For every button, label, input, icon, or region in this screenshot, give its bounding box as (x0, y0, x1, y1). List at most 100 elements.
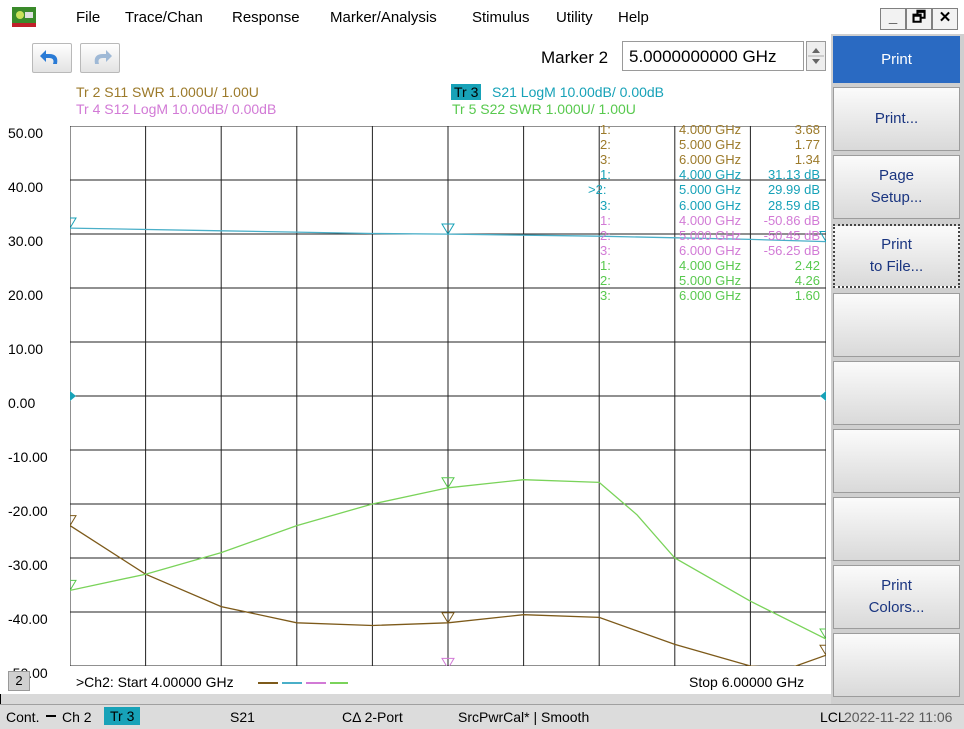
marker-label: Marker 2 (541, 48, 609, 67)
softkey-6[interactable] (833, 429, 960, 493)
redo-button[interactable] (80, 43, 120, 73)
menu-utility[interactable]: Utility (556, 9, 593, 26)
marker-index: 1: (600, 257, 611, 273)
restore-button[interactable]: 🗗 (906, 8, 932, 30)
trace-header-tr5[interactable]: Tr 5 S22 SWR 1.000U/ 1.00U (452, 101, 636, 117)
marker-triangle-icon (70, 217, 77, 230)
menu-marker-analysis[interactable]: Marker/Analysis (330, 9, 437, 26)
softkey-line1: Page (878, 167, 915, 184)
marker-frequency: 6.000 GHz (679, 197, 742, 213)
marker-frequency: 6.000 GHz (679, 242, 742, 258)
y-tick-label: 50.00 (8, 125, 44, 141)
marker-frequency: 4.000 GHz (679, 212, 742, 228)
marker-triangle-icon (441, 612, 455, 624)
softkey-2[interactable]: Page Setup... (833, 155, 960, 219)
marker-value: 1.60 (794, 288, 820, 304)
plot-panel: Tr 2 S11 SWR 1.000U/ 1.00U Tr 4 S12 LogM… (0, 82, 831, 694)
status-bar: Cont. Ch 2 Tr 3 S21 CΔ 2-Port SrcPwrCal*… (0, 704, 964, 729)
trace-header-tr2[interactable]: Tr 2 S11 SWR 1.000U/ 1.00U (76, 84, 259, 100)
softkey-label: Page Setup... (871, 165, 923, 209)
softkey-line1: Print (881, 577, 912, 594)
minimize-button[interactable]: _ (880, 8, 906, 30)
status-channel[interactable]: Ch 2 (62, 709, 92, 725)
softkey-label: Print to File... (870, 234, 923, 278)
trace-header-tr3-tag[interactable]: Tr 3 (451, 84, 482, 100)
softkey-line1: Print (881, 236, 912, 253)
marker-frequency: 4.000 GHz (679, 122, 742, 137)
trace-legend (258, 682, 348, 684)
marker-value: 1.34 (794, 152, 820, 168)
menu-stimulus[interactable]: Stimulus (472, 9, 530, 26)
softkey-9[interactable] (833, 633, 960, 697)
menu-help[interactable]: Help (618, 9, 649, 26)
marker-frequency: 5.000 GHz (679, 182, 742, 198)
trace-header-tr3[interactable]: S21 LogM 10.00dB/ 0.00dB (492, 84, 665, 100)
status-parameter[interactable]: S21 (230, 709, 255, 725)
y-tick-label: 40.00 (8, 179, 44, 195)
status-calibration[interactable]: CΔ 2-Port (342, 709, 403, 725)
undo-icon (40, 50, 58, 64)
trace-line-tr5 (70, 479, 826, 640)
softkey-title: Print (833, 36, 960, 83)
y-tick-label: -30.00 (8, 557, 48, 573)
stop-frequency[interactable]: Stop 6.00000 GHz (689, 674, 805, 690)
marker-spinner[interactable] (806, 41, 826, 71)
reference-left-icon (70, 391, 76, 401)
status-lcl: LCL (820, 709, 846, 725)
spinner-arrows-icon (808, 48, 824, 64)
menu-response[interactable]: Response (232, 9, 300, 26)
softkey-label: Print... (875, 108, 918, 130)
y-tick-label: 0.00 (8, 395, 36, 411)
menu-file[interactable]: File (76, 9, 101, 26)
softkey-5[interactable] (833, 361, 960, 425)
marker-index: 2: (600, 227, 611, 243)
marker-triangle-icon (70, 579, 77, 592)
status-source[interactable]: SrcPwrCal* | Smooth (458, 709, 590, 725)
softkey-line1: Print... (874, 110, 919, 127)
softkey-3[interactable]: Print to File... (833, 224, 960, 288)
marker-frequency: 6.000 GHz (679, 152, 742, 168)
marker-frequency: 6.000 GHz (679, 288, 742, 304)
marker-triangle-icon (441, 657, 455, 666)
y-tick-label: -40.00 (8, 611, 48, 627)
marker-value: 28.59 dB (767, 197, 820, 213)
menu-bar: File Trace/Chan Response Marker/Analysis… (0, 0, 964, 35)
start-frequency[interactable]: >Ch2: Start 4.00000 GHz (76, 674, 234, 690)
marker-index: 2: (600, 273, 611, 288)
redo-icon (94, 50, 112, 64)
trace-header-tr4[interactable]: Tr 4 S12 LogM 10.00dB/ 0.00dB (76, 101, 277, 117)
marker-triangle-icon (819, 628, 826, 640)
marker-triangle-icon (441, 477, 455, 489)
reference-right-icon (820, 391, 826, 401)
close-button[interactable]: ✕ (932, 8, 958, 30)
status-trace[interactable]: Tr 3 (104, 707, 141, 725)
trace-plot[interactable] (70, 126, 826, 666)
channel-number-badge[interactable]: 2 (8, 671, 30, 691)
status-trace-line (46, 715, 56, 717)
marker-value: -50.86 dB (763, 212, 820, 228)
softkey-1[interactable]: Print... (833, 87, 960, 151)
marker-value: 3.68 (794, 122, 820, 137)
marker-value: -50.45 dB (763, 227, 820, 243)
softkey-line2: Setup... (870, 189, 923, 206)
status-cont[interactable]: Cont. (6, 709, 40, 725)
marker-value: 4.26 (794, 273, 820, 288)
marker-triangle-icon (819, 231, 826, 243)
marker-frequency: 5.000 GHz (679, 273, 742, 288)
marker-triangle-icon (441, 223, 455, 236)
undo-button[interactable] (32, 43, 72, 73)
softkey-panel: Print Print... Page Setup... Print to File..… (831, 34, 964, 706)
y-tick-label: 30.00 (8, 233, 44, 249)
marker-index: 3: (600, 288, 611, 304)
marker-value-field[interactable]: 5.0000000000 GHz (622, 41, 804, 71)
softkey-8[interactable]: Print Colors... (833, 565, 960, 629)
toolbar: Marker 2 5.0000000000 GHz (0, 34, 831, 82)
softkey-7[interactable] (833, 497, 960, 561)
status-datetime: 2022-11-22 11:06 (844, 709, 953, 725)
softkey-label: Print Colors... (869, 575, 925, 619)
marker-value: -56.25 dB (763, 242, 820, 258)
menu-trace-chan[interactable]: Trace/Chan (125, 9, 203, 26)
marker-value: 2.42 (794, 257, 820, 273)
softkey-4[interactable] (833, 293, 960, 357)
marker-value: 31.13 dB (767, 167, 820, 183)
